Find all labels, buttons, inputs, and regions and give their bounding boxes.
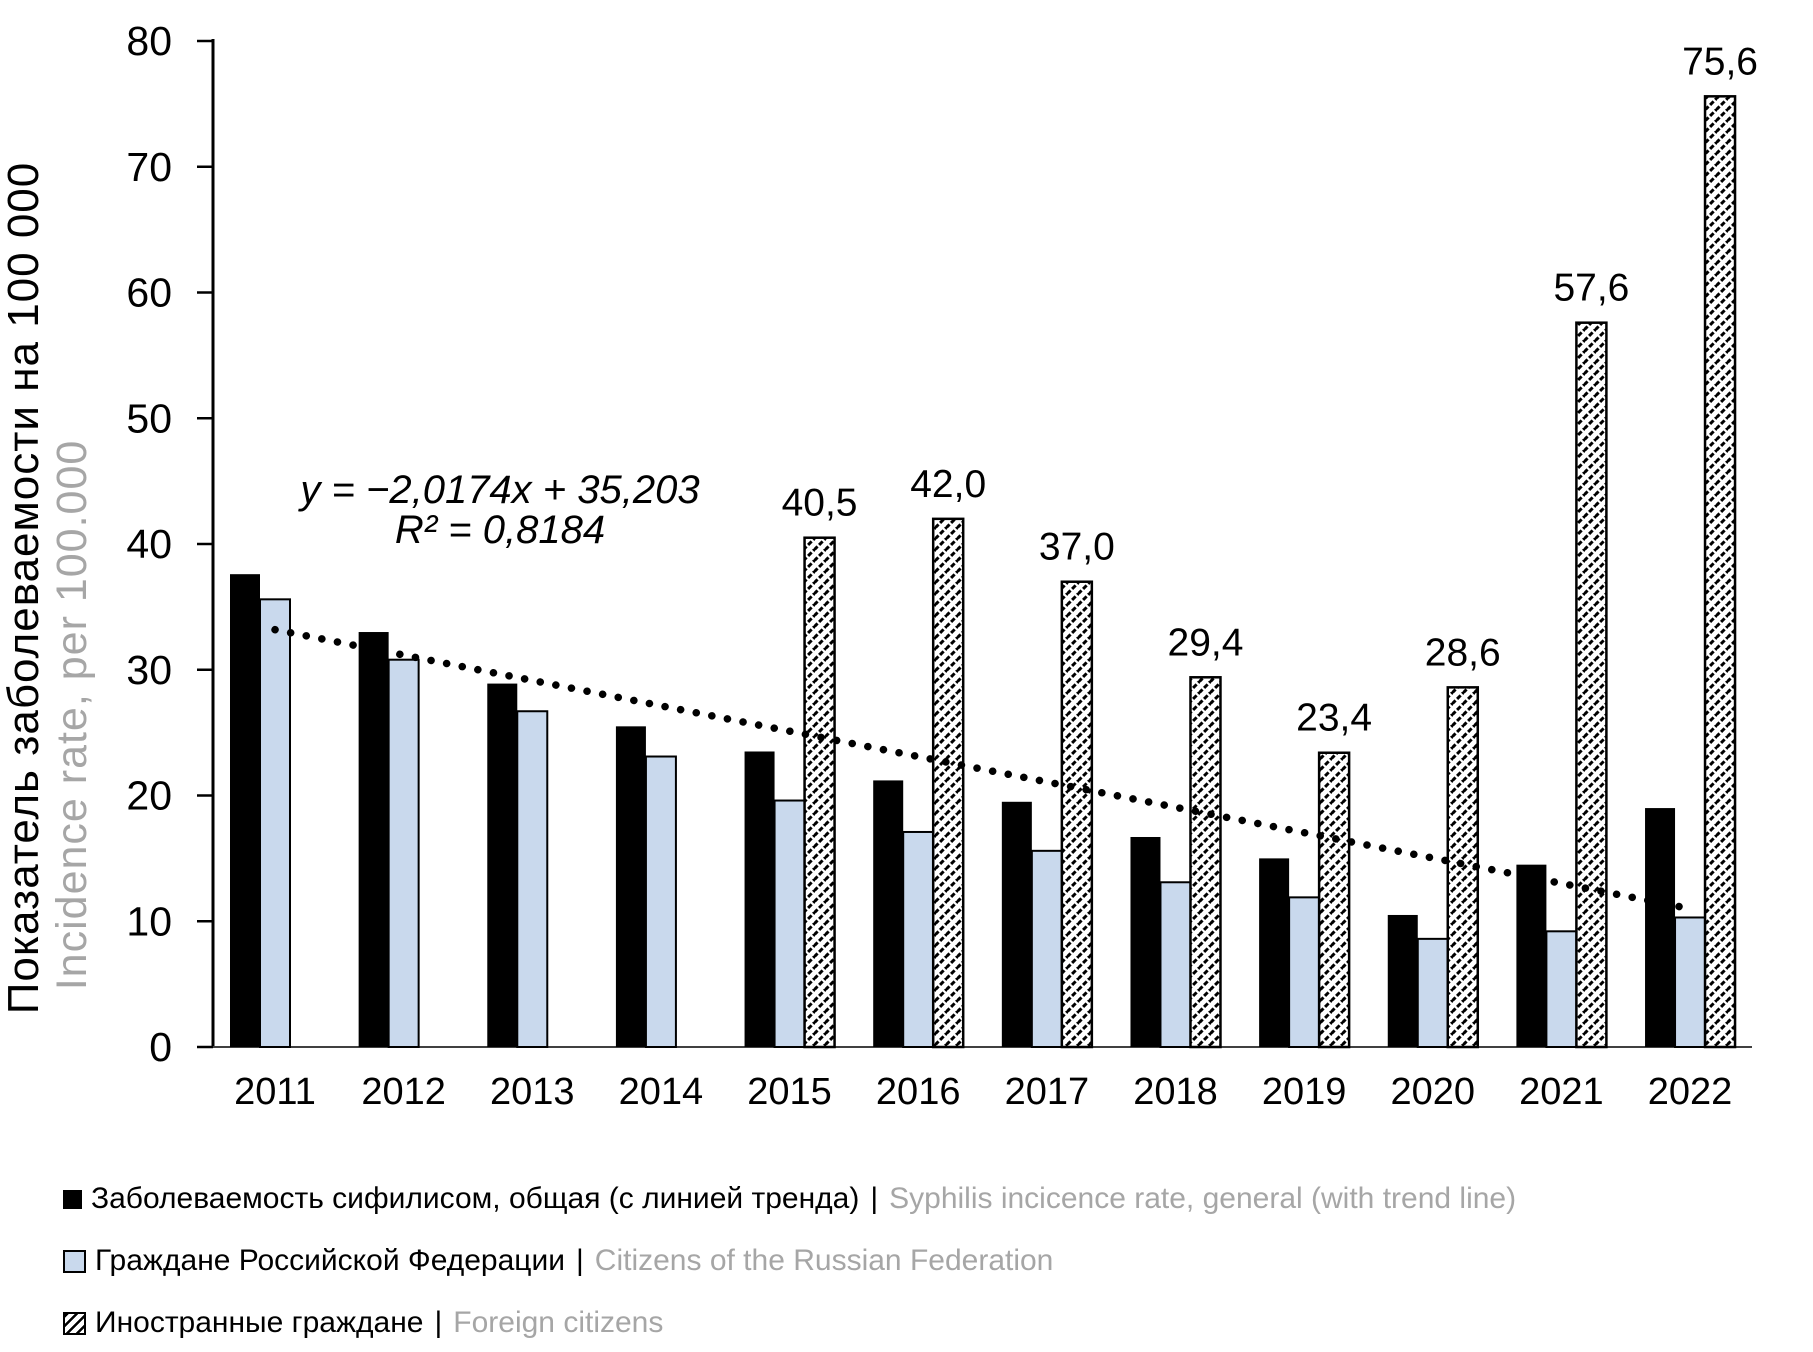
legend-separator: |: [434, 1306, 443, 1339]
y-tick-label-40: 40: [126, 521, 172, 567]
legend-item-foreign: Иностранные граждане | Foreign citizens: [63, 1292, 1763, 1352]
y-tick-label-0: 0: [149, 1024, 172, 1070]
legend-separator: |: [576, 1244, 584, 1277]
data-label-2022: 75,6: [1682, 40, 1758, 83]
trend-r-squared: R² = 0,8184: [395, 508, 605, 552]
data-label-2017: 37,0: [1039, 526, 1115, 569]
data-label-2015: 40,5: [782, 482, 858, 525]
y-tick-label-30: 30: [126, 647, 172, 693]
legend-label-ru: Граждане Российской Федерации: [95, 1244, 565, 1277]
trend-line: [271, 625, 1694, 913]
bar-citizens-2020: [1416, 937, 1449, 1048]
blue-square-icon: [63, 1249, 86, 1273]
x-tick-label-2011: 2011: [234, 1071, 316, 1113]
bar-general-2021: [1516, 864, 1547, 1047]
data-label-2019: 23,4: [1296, 697, 1372, 740]
bar-general-2017: [1001, 801, 1032, 1047]
data-label-2018: 29,4: [1168, 621, 1244, 664]
bar-foreign-2022: [1703, 95, 1737, 1049]
bar-foreign-2018: [1189, 676, 1222, 1049]
bar-citizens-2017: [1030, 849, 1063, 1049]
bar-general-2020: [1387, 914, 1418, 1047]
y-tick-label-60: 60: [126, 270, 172, 316]
x-tick-label-2012: 2012: [361, 1071, 446, 1113]
x-tick-label-2017: 2017: [1005, 1071, 1090, 1113]
bar-foreign-2021: [1575, 321, 1608, 1049]
bar-citizens-2012: [387, 658, 420, 1048]
y-tick-label-20: 20: [126, 773, 172, 819]
bar-general-2022: [1645, 808, 1676, 1047]
bar-general-2014: [615, 726, 646, 1047]
bar-foreign-2015: [803, 536, 836, 1049]
legend-label-ru: Заболеваемость сифилисом, общая (с линие…: [91, 1182, 860, 1215]
legend-separator: |: [870, 1182, 879, 1215]
bar-citizens-2016: [902, 830, 935, 1049]
x-tick-label-2013: 2013: [490, 1071, 575, 1113]
hatched-square-icon: [63, 1311, 86, 1335]
bar-citizens-2021: [1545, 930, 1578, 1048]
bar-citizens-2019: [1288, 896, 1321, 1048]
bar-foreign-2016: [931, 517, 965, 1049]
y-tick-label-50: 50: [126, 395, 172, 441]
legend-item-general: Заболеваемость сифилисом, общая (с линие…: [63, 1168, 1763, 1230]
x-tick-label-2015: 2015: [747, 1071, 832, 1113]
bar-citizens-2011: [259, 598, 291, 1049]
chart-legend: Заболеваемость сифилисом, общая (с линие…: [63, 1168, 1763, 1352]
black-square-icon: [63, 1189, 82, 1209]
data-label-2016: 42,0: [910, 463, 986, 506]
x-tick-label-2016: 2016: [876, 1071, 961, 1113]
y-tick-label-70: 70: [126, 144, 172, 190]
bar-general-2012: [358, 632, 389, 1047]
bar-general-2018: [1130, 836, 1161, 1047]
bar-general-2011: [230, 574, 260, 1047]
bar-general-2015: [744, 751, 775, 1047]
bar-citizens-2015: [773, 799, 806, 1049]
bar-general-2016: [873, 780, 904, 1047]
legend-item-citizens: Граждане Российской Федерации | Citizens…: [63, 1230, 1763, 1292]
trend-equation: y = −2,0174x + 35,203: [297, 468, 699, 512]
x-tick-label-2018: 2018: [1133, 1071, 1218, 1113]
x-tick-label-2014: 2014: [619, 1071, 704, 1113]
data-label-2021: 57,6: [1553, 267, 1629, 310]
bar-citizens-2013: [516, 710, 549, 1048]
y-tick-label-10: 10: [126, 898, 172, 944]
bar-citizens-2014: [644, 755, 677, 1049]
legend-label-en: Syphilis incicence rate, general (with t…: [889, 1182, 1517, 1215]
bar-citizens-2022: [1674, 916, 1707, 1048]
legend-label-ru: Иностранные граждане: [95, 1306, 424, 1339]
data-label-2020: 28,6: [1425, 631, 1501, 674]
x-tick-label-2020: 2020: [1390, 1071, 1475, 1113]
bar-foreign-2019: [1317, 751, 1351, 1049]
y-tick-label-80: 80: [126, 18, 172, 64]
bar-general-2019: [1259, 858, 1290, 1047]
bar-general-2013: [487, 683, 518, 1047]
bar-foreign-2017: [1060, 580, 1094, 1049]
bar-citizens-2018: [1159, 881, 1192, 1049]
x-tick-label-2021: 2021: [1519, 1071, 1604, 1113]
y-axis-title-ru: Показатель заболеваемости на 100 000: [0, 162, 48, 1015]
plot-area: 0 10 20 30 40 50 60 70 80 2011 2012 2013 2014 40,5 201…: [126, 18, 1758, 1113]
x-tick-label-2019: 2019: [1262, 1071, 1347, 1113]
y-axis-title-en: Incidence rate, per 100.000: [48, 440, 96, 991]
x-tick-label-2022: 2022: [1648, 1071, 1733, 1113]
legend-label-en: Foreign citizens: [453, 1306, 664, 1339]
legend-label-en: Citizens of the Russian Federation: [594, 1244, 1054, 1277]
